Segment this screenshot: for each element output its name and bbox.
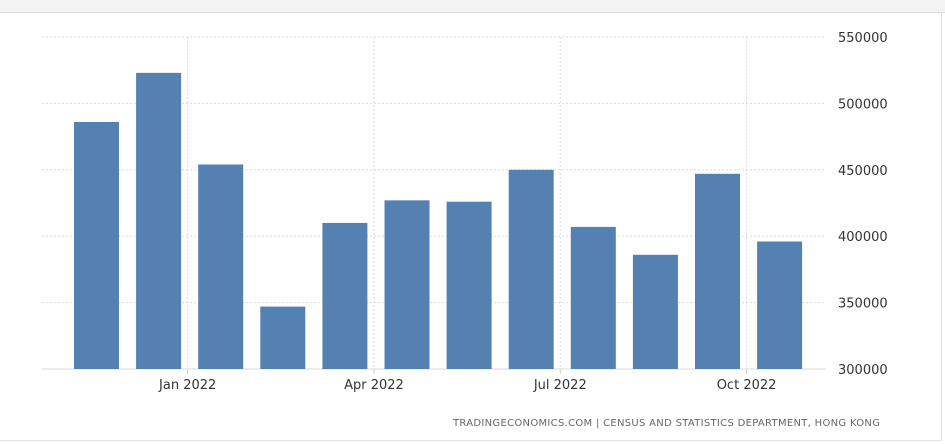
y-tick-label: 300000 <box>838 363 888 378</box>
bar[interactable] <box>74 121 119 369</box>
bar[interactable] <box>570 226 616 369</box>
bar[interactable] <box>757 241 803 369</box>
y-tick-label: 450000 <box>838 164 888 179</box>
x-tick-label: Oct 2022 <box>717 378 777 393</box>
bar[interactable] <box>384 200 430 369</box>
x-tick-label: Jan 2022 <box>158 378 216 393</box>
y-axis-labels: 550000 500000 450000 400000 350000 300000 <box>838 31 888 378</box>
x-axis-labels: Jan 2022 Apr 2022 Jul 2022 Oct 2022 <box>158 378 776 393</box>
bar[interactable] <box>446 201 492 369</box>
bar[interactable] <box>322 222 368 369</box>
x-tick-label: Jul 2022 <box>533 378 587 393</box>
bar[interactable] <box>260 306 306 369</box>
bars <box>74 72 803 369</box>
source-text: TRADINGECONOMICS.COM | CENSUS AND STATIS… <box>452 418 880 429</box>
top-strip <box>0 0 945 13</box>
y-tick-label: 550000 <box>838 31 888 46</box>
y-tick-label: 350000 <box>838 297 888 312</box>
bar[interactable] <box>695 173 740 369</box>
vertical-gridlines <box>187 37 748 374</box>
y-tick-label: 500000 <box>838 97 888 112</box>
bar[interactable] <box>632 254 678 369</box>
y-tick-label: 400000 <box>838 230 888 245</box>
x-tick-label: Apr 2022 <box>344 378 404 393</box>
bar[interactable] <box>136 72 182 369</box>
bar[interactable] <box>198 164 244 369</box>
bar[interactable] <box>508 169 554 369</box>
chart-frame <box>0 12 942 441</box>
